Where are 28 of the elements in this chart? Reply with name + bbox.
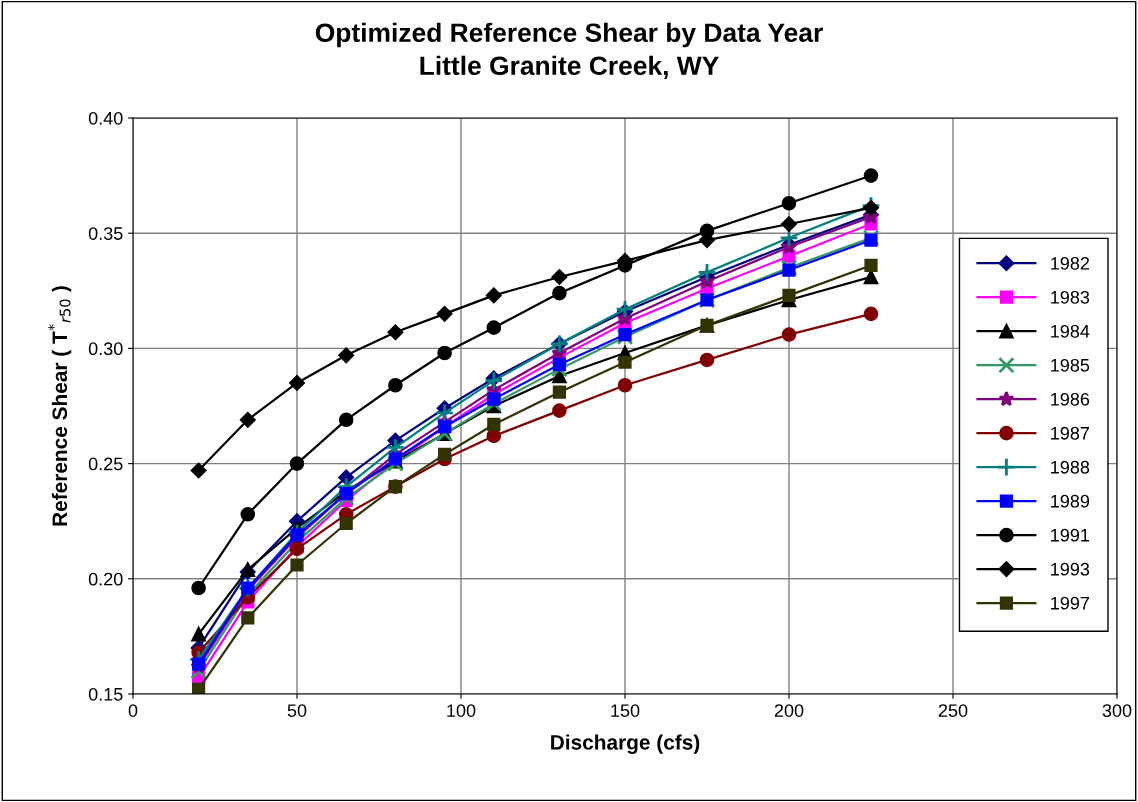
x-tick-label: 250 — [938, 704, 968, 717]
y-tick-label: 0.25 — [88, 457, 123, 471]
y-tick-label: 0.30 — [88, 342, 123, 356]
x-tick-label: 200 — [774, 704, 804, 717]
y-tick-label: 0.40 — [88, 111, 123, 125]
x-tick-label: 300 — [1102, 704, 1132, 717]
legend-label: 1991 — [1051, 528, 1090, 542]
x-tick-label: 150 — [611, 704, 640, 717]
legend-label: 1993 — [1051, 562, 1090, 576]
x-axis-title: Discharge (cfs) — [551, 734, 700, 754]
legend-label: 1988 — [1051, 460, 1090, 474]
x-tick-label: 0 — [128, 704, 138, 717]
x-tick-label: 50 — [287, 704, 307, 717]
legend-label: 1983 — [1051, 290, 1090, 304]
y-tick-label: 0.20 — [88, 572, 123, 586]
y-tick-label: 0.15 — [88, 687, 123, 701]
legend-label: 1997 — [1051, 596, 1090, 610]
legend-label: 1987 — [1051, 426, 1090, 440]
chart-title: Optimized Reference Shear by Data Year — [315, 22, 823, 48]
legend-label: 1989 — [1051, 494, 1090, 508]
y-axis-title: Reference Shear ( T$^{*}$$_{r50}$ ) — [48, 286, 72, 526]
legend-label: 1984 — [1051, 324, 1090, 338]
x-tick-label: 100 — [447, 704, 476, 717]
legend-label: 1982 — [1051, 256, 1090, 270]
chart-subtitle: Little Granite Creek, WY — [420, 55, 719, 79]
y-tick-label: 0.35 — [88, 227, 123, 240]
legend-label: 1986 — [1051, 392, 1090, 406]
legend-label: 1985 — [1051, 358, 1090, 372]
